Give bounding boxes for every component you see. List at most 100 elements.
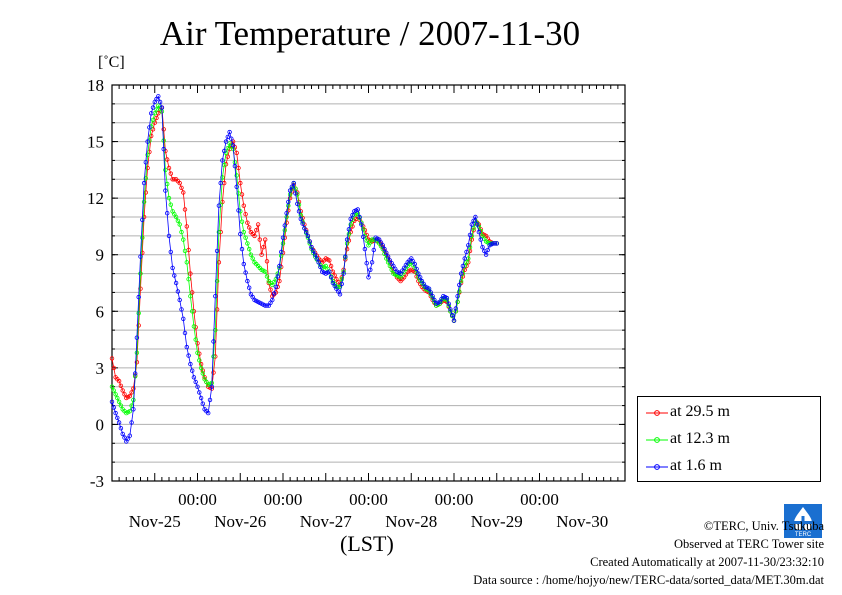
data-point [243, 235, 248, 240]
chart-title: Air Temperature / 2007-11-30 [159, 14, 581, 53]
data-point [230, 143, 236, 148]
data-point [282, 223, 287, 228]
y-axis-unit-label: [˚C] [98, 54, 125, 71]
data-point [150, 105, 156, 110]
footer-credit: ©TERC, Univ. Tsukuba [703, 519, 824, 533]
data-point [216, 260, 222, 265]
data-point [177, 180, 182, 186]
data-point [483, 252, 489, 257]
data-point [385, 254, 391, 259]
data-point [246, 285, 252, 290]
data-point [309, 244, 314, 250]
data-point [181, 316, 186, 321]
data-point [371, 247, 376, 253]
x-day-label: Nov-29 [471, 512, 523, 531]
data-point [220, 158, 225, 163]
data-point [195, 384, 200, 389]
data-point [473, 214, 478, 220]
footer-source: Data source : /home/hojyo/new/TERC-data/… [473, 573, 824, 587]
data-point [131, 407, 136, 412]
data-point [457, 289, 462, 294]
data-point [302, 226, 307, 231]
data-point [225, 145, 230, 151]
x-axis-title: (LST) [340, 531, 394, 556]
data-point [118, 383, 124, 388]
data-point [279, 249, 284, 255]
y-tick-label: 18 [87, 76, 104, 95]
data-point [189, 309, 195, 314]
data-point [188, 294, 193, 299]
data-point [300, 221, 305, 226]
data-point [113, 392, 118, 397]
data-point [344, 237, 350, 242]
data-point [341, 271, 346, 276]
data-point [412, 261, 417, 267]
data-point [184, 344, 189, 350]
data-point [168, 202, 173, 207]
data-point [361, 234, 366, 239]
data-point [280, 241, 286, 246]
data-point [211, 339, 216, 344]
data-point [214, 307, 220, 312]
data-point [175, 289, 181, 294]
data-point [127, 409, 132, 414]
x-day-label: Nov-26 [214, 512, 266, 531]
data-point [132, 371, 138, 376]
data-point [293, 191, 298, 196]
data-point [455, 294, 460, 299]
data-point [182, 248, 188, 254]
data-point [195, 341, 200, 346]
data-point [418, 275, 423, 280]
legend-marker-red [646, 410, 668, 416]
data-point [189, 368, 195, 373]
data-point [343, 254, 348, 259]
data-point [129, 390, 134, 395]
data-point [492, 241, 498, 246]
data-point [141, 180, 147, 186]
data-point [264, 259, 270, 264]
data-point [116, 420, 122, 425]
data-point [234, 150, 239, 156]
data-point [275, 274, 280, 279]
data-point [145, 152, 150, 157]
data-point [448, 307, 453, 312]
data-point [485, 247, 490, 253]
data-point [115, 395, 120, 401]
data-point [337, 292, 343, 297]
data-point [182, 330, 188, 336]
data-point [181, 190, 186, 195]
data-point [173, 214, 179, 220]
data-point [241, 203, 246, 208]
data-point [109, 399, 115, 404]
data-point [197, 358, 202, 363]
data-point [234, 173, 239, 178]
data-point [166, 195, 172, 201]
data-point [179, 229, 184, 235]
data-point [460, 263, 466, 269]
data-point [295, 201, 300, 206]
data-point [480, 244, 485, 250]
data-point [195, 350, 200, 355]
data-point [223, 139, 229, 144]
chart-legend: at 29.5 m at 12.3 m at 1.6 m [637, 396, 821, 482]
data-point [414, 266, 419, 272]
data-point [432, 297, 437, 303]
data-point [328, 263, 334, 269]
data-point [263, 269, 268, 274]
data-point [277, 263, 282, 269]
y-tick-label: 12 [87, 189, 104, 208]
data-point [364, 261, 369, 266]
data-point [357, 214, 362, 220]
data-point [307, 239, 312, 244]
data-point [179, 185, 184, 190]
data-point [172, 273, 177, 278]
data-point [177, 297, 182, 303]
y-tick-label: 0 [96, 415, 105, 434]
x-tick-label: 00:00 [520, 490, 559, 509]
data-point [115, 415, 120, 420]
x-day-label: Nov-25 [129, 512, 181, 531]
data-point [296, 209, 302, 214]
data-point [175, 218, 181, 223]
data-point [287, 188, 293, 193]
data-point [236, 165, 241, 171]
